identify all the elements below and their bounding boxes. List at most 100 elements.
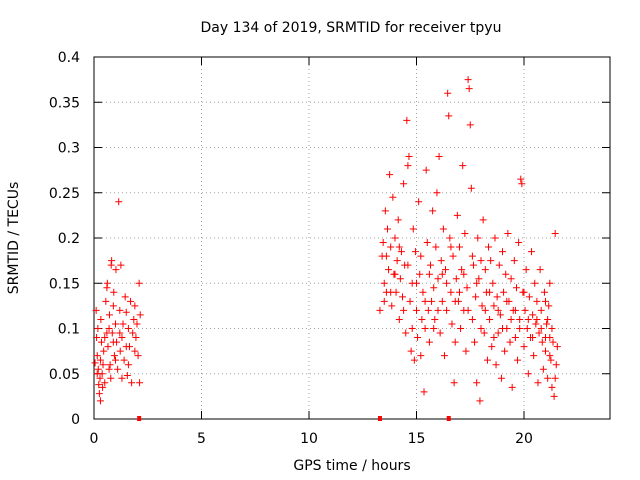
data-point (115, 198, 123, 206)
data-point (500, 288, 508, 296)
data-point (459, 162, 467, 170)
data-point (516, 325, 524, 332)
data-point (461, 229, 469, 237)
data-point (473, 279, 481, 287)
data-point (114, 365, 122, 373)
data-point (402, 329, 410, 337)
data-point (435, 153, 443, 161)
data-point (544, 315, 552, 323)
data-point (107, 374, 115, 382)
data-point (523, 325, 531, 332)
data-point (518, 180, 526, 188)
data-point (534, 379, 542, 387)
y-tick-label: 0.2 (58, 231, 80, 247)
data-point (537, 306, 545, 314)
data-point (413, 279, 420, 287)
grid-lines (94, 57, 610, 419)
data-point (547, 356, 555, 364)
data-point (502, 270, 510, 278)
data-point (425, 270, 433, 278)
data-point (420, 388, 428, 396)
data-point (117, 261, 125, 269)
data-point (399, 293, 407, 301)
data-point (413, 306, 420, 314)
data-point (434, 306, 442, 314)
data-point (515, 239, 523, 247)
data-point (406, 297, 414, 305)
data-point (520, 343, 528, 351)
data-point (552, 361, 560, 369)
data-point (129, 329, 137, 337)
data-point (92, 306, 100, 314)
data-point (380, 297, 388, 305)
data-point (430, 284, 438, 292)
data-point (407, 347, 415, 355)
y-tick-label: 0.35 (49, 95, 80, 111)
data-point (533, 297, 541, 305)
data-point (124, 361, 132, 369)
data-point (400, 306, 408, 314)
data-point (116, 329, 124, 337)
data-point (445, 112, 453, 120)
y-tick-label: 0.05 (49, 367, 80, 383)
data-point (536, 266, 544, 274)
data-point (553, 343, 561, 351)
data-point (403, 116, 411, 124)
data-point (486, 288, 494, 296)
data-point (425, 338, 433, 346)
data-point (404, 261, 412, 269)
data-point (123, 372, 131, 380)
data-point (462, 347, 470, 355)
data-point (458, 266, 466, 274)
data-point (499, 325, 506, 332)
data-point (122, 308, 130, 316)
y-tick-label: 0 (71, 412, 80, 428)
x-tick-label: 0 (90, 431, 99, 447)
data-point (94, 325, 102, 332)
y-tick-label: 0.15 (49, 276, 80, 292)
data-point (530, 352, 538, 360)
data-point (444, 89, 452, 97)
data-point (525, 293, 533, 301)
data-point (546, 352, 554, 360)
data-point (544, 374, 552, 382)
data-point (483, 356, 491, 364)
data-point (443, 279, 451, 287)
data-point (109, 302, 117, 310)
data-points (91, 76, 561, 405)
data-point (542, 334, 549, 342)
data-point (95, 381, 103, 389)
x-tick-label: 5 (197, 431, 206, 447)
data-point (448, 320, 456, 328)
data-point (467, 184, 475, 192)
data-point (430, 325, 438, 332)
data-point (397, 248, 405, 256)
data-point (96, 356, 104, 364)
data-point (389, 193, 397, 201)
data-point (512, 284, 520, 292)
data-point (112, 356, 119, 364)
data-point (112, 266, 120, 274)
x-tick-label: 15 (408, 431, 426, 447)
data-point (488, 343, 496, 351)
data-point (116, 306, 124, 314)
data-point (443, 306, 451, 314)
data-point (529, 311, 537, 319)
data-point (431, 315, 439, 323)
data-point (99, 361, 107, 369)
data-point (468, 252, 476, 260)
data-point (450, 379, 458, 387)
data-point (109, 338, 117, 346)
data-point (472, 293, 480, 301)
data-point (135, 279, 143, 287)
data-point (511, 306, 519, 314)
bottom-markers (137, 416, 451, 421)
data-point (102, 297, 110, 305)
data-point (491, 234, 499, 242)
data-point (490, 302, 498, 310)
data-point (464, 306, 472, 314)
data-point (464, 76, 472, 84)
y-axis-label: SRMTID / TECUs (6, 182, 22, 295)
data-point (549, 338, 557, 346)
data-point (433, 189, 441, 197)
